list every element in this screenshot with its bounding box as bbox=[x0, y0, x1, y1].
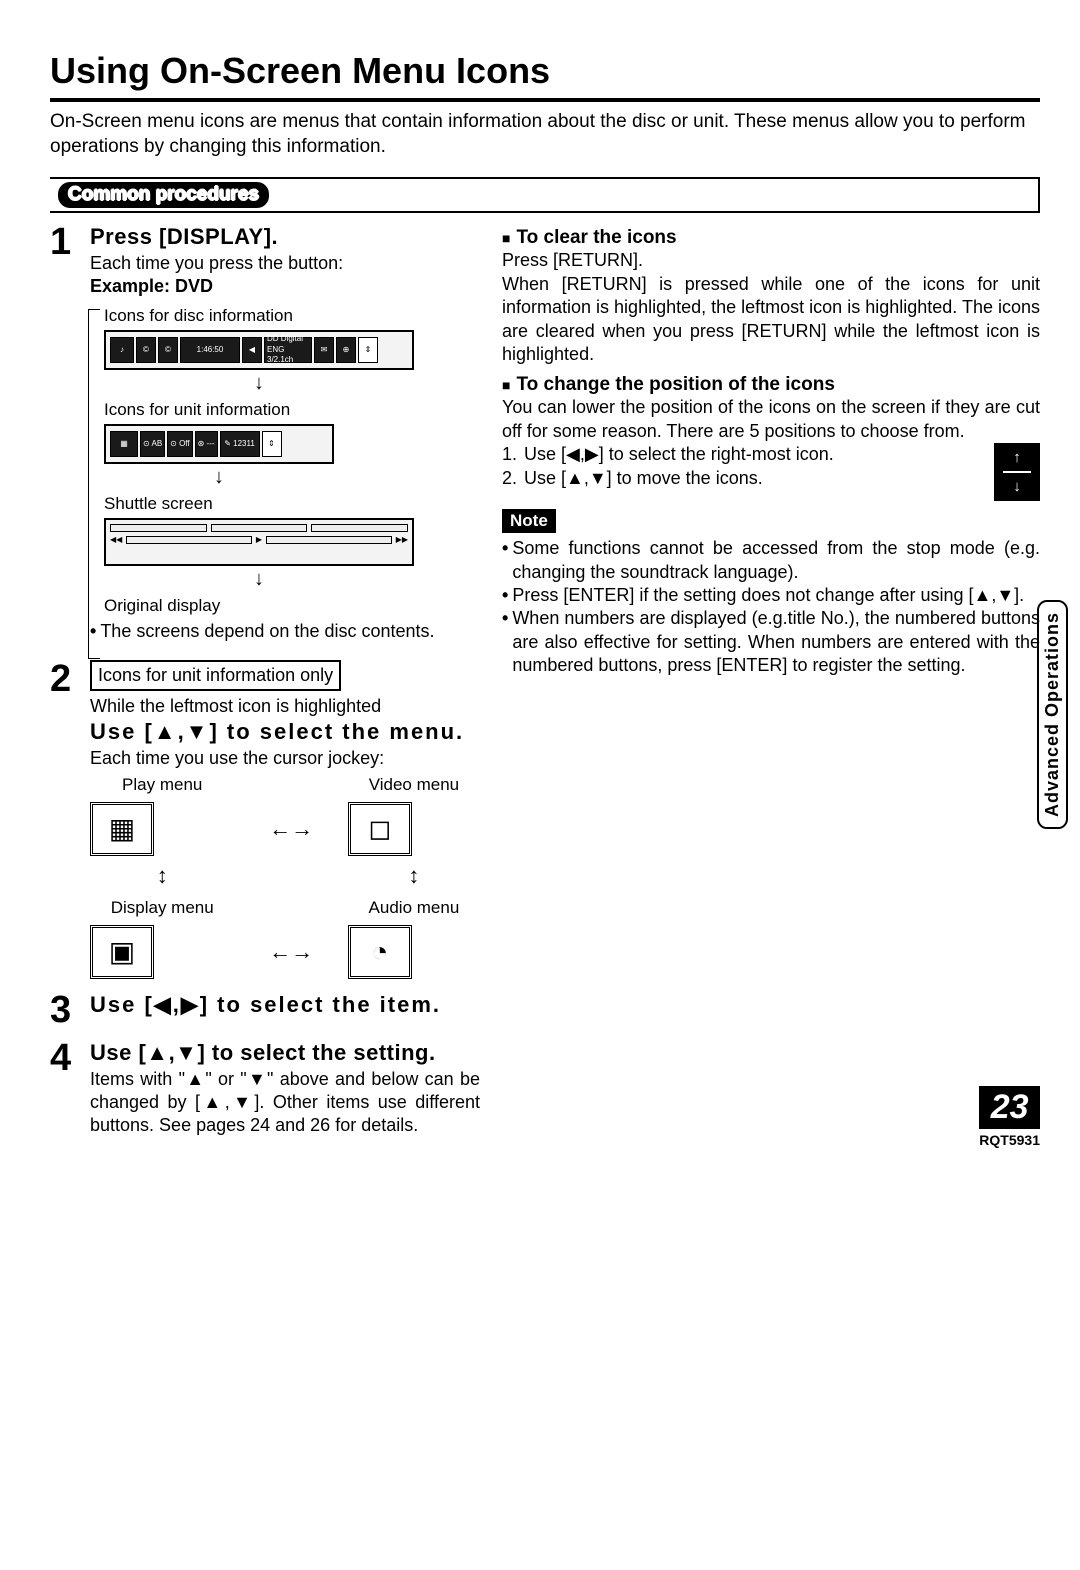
step4-body: Items with "▲" or "▼" above and below ca… bbox=[90, 1068, 480, 1138]
strip-icon: ◀ bbox=[242, 337, 262, 363]
arrow-down-icon: ↓ bbox=[104, 467, 334, 487]
note-label: Note bbox=[502, 509, 556, 533]
note-3: When numbers are displayed (e.g.title No… bbox=[502, 607, 1040, 677]
disc-info-label: Icons for disc information bbox=[104, 305, 480, 327]
play-menu-label: Play menu bbox=[90, 774, 234, 796]
step1-example: Example: DVD bbox=[90, 275, 480, 298]
arrow-leftright-icon: ←→ bbox=[248, 938, 333, 967]
step-number: 1 bbox=[50, 223, 90, 261]
audio-menu-icon: ◔ bbox=[348, 925, 412, 979]
strip-icon: © bbox=[158, 337, 178, 363]
step-2: 2 Icons for unit information only While … bbox=[50, 660, 480, 980]
step2-line2: Each time you use the cursor jockey: bbox=[90, 747, 480, 770]
strip-icon: © bbox=[136, 337, 156, 363]
arrow-down-icon: ↓ bbox=[104, 373, 414, 393]
step1-heading: Press [DISPLAY]. bbox=[90, 223, 480, 252]
common-procedures-label: Common procedures bbox=[58, 182, 269, 208]
display-menu-icon: ▣ bbox=[90, 925, 154, 979]
strip-icon: ✉ bbox=[314, 337, 334, 363]
position-icon: ↑↓ bbox=[994, 443, 1040, 501]
step3-heading: Use [◀,▶] to select the item. bbox=[90, 991, 480, 1020]
position-item-1: 1.Use [◀,▶] to select the right-most ico… bbox=[502, 443, 988, 466]
strip-icon: ✎ 12311 bbox=[220, 431, 260, 457]
step-3: 3 Use [◀,▶] to select the item. bbox=[50, 991, 480, 1029]
display-menu-label: Display menu bbox=[90, 897, 234, 919]
arrow-leftright-icon: ←→ bbox=[248, 815, 333, 844]
note-2: Press [ENTER] if the setting does not ch… bbox=[502, 584, 1040, 607]
clear-line2: When [RETURN] is pressed while one of th… bbox=[502, 273, 1040, 367]
strip-icon: DD DigitalENG 3/2.1ch bbox=[264, 337, 312, 363]
step-number: 3 bbox=[50, 991, 90, 1029]
document-code: RQT5931 bbox=[979, 1132, 1040, 1148]
video-menu-label: Video menu bbox=[348, 774, 480, 796]
step1-note: The screens depend on the disc contents. bbox=[90, 620, 480, 643]
strip-icon: ⇕ bbox=[358, 337, 378, 363]
audio-menu-label: Audio menu bbox=[348, 897, 480, 919]
shuttle-strip: ◀◀▶▶▶ bbox=[104, 518, 414, 566]
step-number: 2 bbox=[50, 660, 90, 698]
strip-icon: ⊛ --- bbox=[195, 431, 218, 457]
page-number: 23 bbox=[979, 1086, 1040, 1129]
disc-info-strip: ♪ © © 1:46:50 ◀ DD DigitalENG 3/2.1ch ✉ … bbox=[104, 330, 414, 370]
unit-info-strip: ▦ ⊙ AB ⊙ Off ⊛ --- ✎ 12311 ⇕ bbox=[104, 424, 334, 464]
position-item-2: 2.Use [▲,▼] to move the icons. bbox=[502, 467, 988, 490]
unit-info-label: Icons for unit information bbox=[104, 399, 480, 421]
step2-box: Icons for unit information only bbox=[90, 660, 341, 691]
shuttle-label: Shuttle screen bbox=[104, 493, 480, 515]
connector-line bbox=[88, 309, 100, 659]
step-4: 4 Use [▲,▼] to select the setting. Items… bbox=[50, 1039, 480, 1138]
position-heading: To change the position of the icons bbox=[502, 374, 1040, 396]
strip-icon: ⊙ Off bbox=[167, 431, 192, 457]
page-title: Using On-Screen Menu Icons bbox=[50, 50, 1040, 92]
menu-grid: Play menu Video menu ▦ ←→ ◻ ↕ ↕ Display … bbox=[90, 774, 480, 979]
original-display-label: Original display bbox=[104, 595, 480, 617]
step2-line1: While the leftmost icon is highlighted bbox=[90, 695, 480, 718]
strip-icon: ⊙ AB bbox=[140, 431, 165, 457]
position-text: You can lower the position of the icons … bbox=[502, 396, 1040, 443]
page-number-box: 23 RQT5931 bbox=[979, 1086, 1040, 1148]
step4-heading: Use [▲,▼] to select the setting. bbox=[90, 1039, 480, 1068]
side-tab: Advanced Operations bbox=[1037, 600, 1068, 829]
strip-icon: ▦ bbox=[110, 431, 138, 457]
arrow-updown-icon: ↕ bbox=[348, 862, 480, 891]
step-number: 4 bbox=[50, 1039, 90, 1077]
divider bbox=[50, 98, 1040, 102]
strip-icon: ⇕ bbox=[262, 431, 282, 457]
common-procedures-box: Common procedures bbox=[50, 177, 1040, 213]
video-menu-icon: ◻ bbox=[348, 802, 412, 856]
step-1: 1 Press [DISPLAY]. Each time you press t… bbox=[50, 223, 480, 643]
play-menu-icon: ▦ bbox=[90, 802, 154, 856]
step1-line1: Each time you press the button: bbox=[90, 252, 480, 275]
clear-icons-heading: To clear the icons bbox=[502, 227, 1040, 249]
arrow-down-icon: ↓ bbox=[104, 569, 414, 589]
intro-text: On-Screen menu icons are menus that cont… bbox=[50, 110, 1040, 159]
note-1: Some functions cannot be accessed from t… bbox=[502, 537, 1040, 584]
strip-icon: ♪ bbox=[110, 337, 134, 363]
strip-icon: 1:46:50 bbox=[180, 337, 240, 363]
strip-icon: ⊕ bbox=[336, 337, 356, 363]
clear-line1: Press [RETURN]. bbox=[502, 249, 1040, 272]
step2-heading: Use [▲,▼] to select the menu. bbox=[90, 718, 480, 747]
arrow-updown-icon: ↕ bbox=[90, 862, 234, 891]
